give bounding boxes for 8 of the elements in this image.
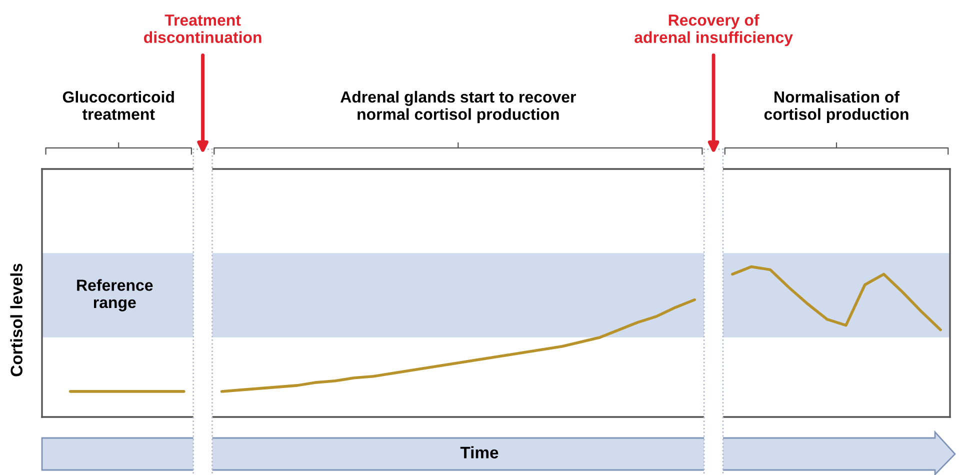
- text: Glucocorticoid treatment: [62, 90, 174, 120]
- band-label: Reference range: [77, 279, 153, 312]
- y-axis-title: Cortisol levels: [10, 264, 22, 376]
- text: Normalisation of cortisol production: [764, 90, 908, 124]
- text: Treatment discontinuation: [144, 14, 262, 44]
- text: Adrenal glands start to recover normal cortisol production: [340, 90, 576, 124]
- text: Recovery of adrenal insufficiency: [634, 14, 793, 46]
- x-axis-title: Time: [460, 446, 498, 458]
